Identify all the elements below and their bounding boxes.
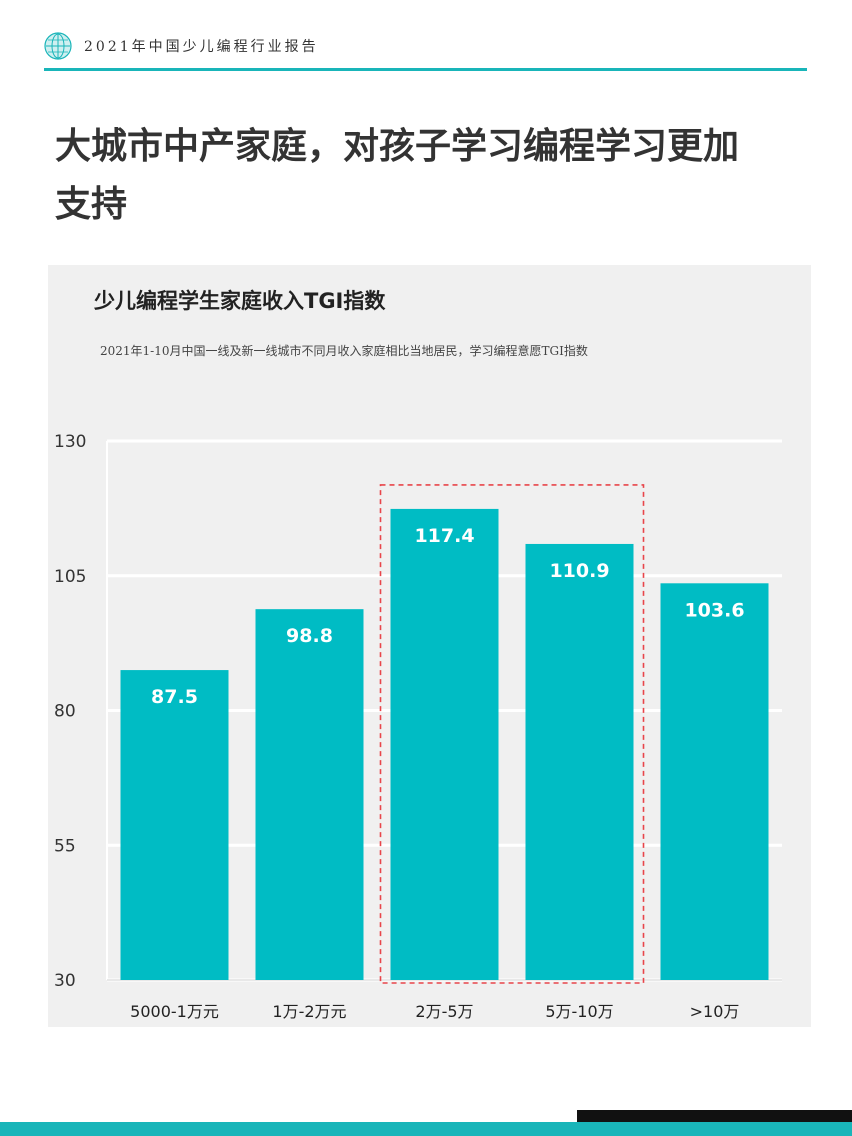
globe-icon bbox=[44, 32, 72, 60]
report-header: 2021年中国少儿编程行业报告 bbox=[44, 30, 807, 64]
footer-bar-dark bbox=[577, 1110, 852, 1122]
bar-value-label: 98.8 bbox=[286, 625, 333, 647]
chart-title: 少儿编程学生家庭收入TGI指数 bbox=[94, 289, 386, 313]
bar-chart: 30 55 80 105 130 87.5 5000-1万元 98.8 1万-2万元 117.4 2… bbox=[54, 432, 782, 1021]
report-title: 2021年中国少儿编程行业报告 bbox=[84, 39, 319, 55]
header-divider bbox=[44, 68, 807, 71]
x-category-label: >10万 bbox=[690, 1002, 740, 1021]
bar-value-label: 103.6 bbox=[684, 599, 744, 621]
highlight-box bbox=[379, 484, 645, 984]
x-category-label: 2万-5万 bbox=[415, 1002, 473, 1021]
bar bbox=[120, 670, 229, 980]
bar-value-label: 87.5 bbox=[151, 686, 198, 708]
bar-value-label: 110.9 bbox=[549, 560, 609, 582]
chart-subtitle: 2021年1-10月中国一线及新一线城市不同月收入家庭相比当地居民，学习编程意愿… bbox=[100, 344, 588, 358]
bar bbox=[255, 609, 364, 980]
bar bbox=[390, 508, 499, 980]
page-title-line-1: 大城市中产家庭，对孩子学习编程学习更加 bbox=[55, 126, 740, 167]
y-tick-label: 130 bbox=[54, 432, 86, 452]
footer-bar-accent bbox=[0, 1122, 852, 1136]
y-tick-label: 30 bbox=[54, 971, 76, 991]
bar bbox=[660, 583, 769, 980]
y-tick-label: 55 bbox=[54, 836, 76, 856]
bar-value-label: 117.4 bbox=[414, 525, 474, 547]
x-category-label: 5万-10万 bbox=[545, 1002, 613, 1021]
page-title: 大城市中产家庭，对孩子学习编程学习更加 支持 bbox=[55, 118, 795, 234]
page-title-line-2: 支持 bbox=[55, 184, 128, 225]
x-category-label: 5000-1万元 bbox=[130, 1002, 219, 1021]
bar bbox=[525, 543, 634, 980]
x-category-label: 1万-2万元 bbox=[272, 1002, 346, 1021]
chart-panel: 30 55 80 105 130 87.5 5000-1万元 98.8 1万-2万元 117.4 2… bbox=[48, 265, 811, 1027]
y-tick-label: 80 bbox=[54, 702, 76, 722]
y-tick-label: 105 bbox=[54, 567, 86, 587]
